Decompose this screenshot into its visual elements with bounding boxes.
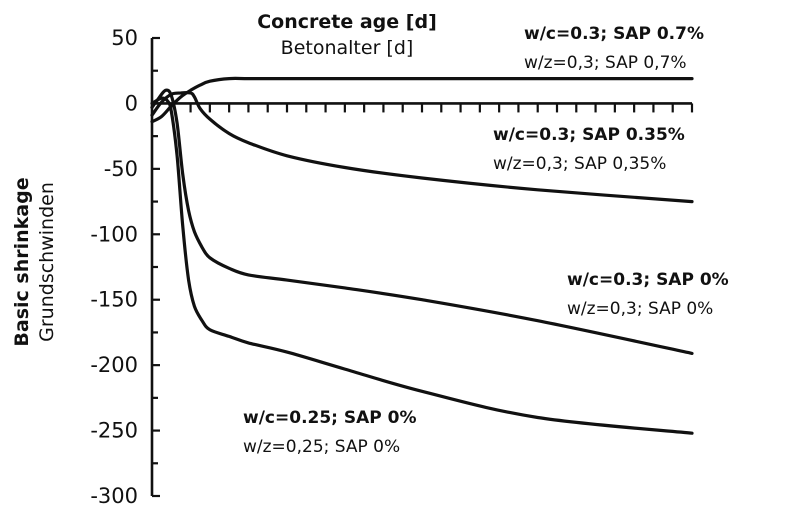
series-label-sap07-de: w/z=0,3; SAP 0,7% xyxy=(524,53,687,73)
series-label-wc025-sap0-en: w/c=0.25; SAP 0% xyxy=(243,408,417,428)
series-line-4 xyxy=(150,96,694,435)
series-lines xyxy=(150,76,694,435)
y-axis-title-en: Basic shrinkage xyxy=(11,177,33,346)
y-tick-label: -200 xyxy=(90,353,138,377)
series-label-sap035-en: w/c=0.3; SAP 0.35% xyxy=(493,125,685,145)
y-tick-label: -300 xyxy=(90,484,138,508)
series-line-1 xyxy=(150,76,694,124)
x-axis-title-de: Betonalter [d] xyxy=(281,37,414,59)
series-label-wc03-sap0-de: w/z=0,3; SAP 0% xyxy=(567,299,713,319)
x-axis-title-en: Concrete age [d] xyxy=(257,11,437,33)
series-label-sap07-en: w/c=0.3; SAP 0.7% xyxy=(524,24,704,44)
y-tick-label: -50 xyxy=(104,157,138,181)
series-label-sap035-de: w/z=0,3; SAP 0,35% xyxy=(493,154,666,174)
y-tick-label: -150 xyxy=(90,288,138,312)
y-tick-label: -250 xyxy=(90,419,138,443)
y-tick-label: 50 xyxy=(111,26,138,50)
series-line-2 xyxy=(150,91,694,204)
y-tick-label: 0 xyxy=(125,91,138,115)
y-tick-label: -100 xyxy=(90,222,138,246)
series-line-3 xyxy=(150,88,694,355)
series-label-wc03-sap0-en: w/c=0.3; SAP 0% xyxy=(567,270,729,290)
y-axis-title-de: Grundschwinden xyxy=(36,182,58,342)
y-ticks: 50 0 -50 -100 -150 -200 -250 -300 xyxy=(90,26,160,508)
x-ticks xyxy=(170,103,694,113)
series-label-wc025-sap0-de: w/z=0,25; SAP 0% xyxy=(243,437,400,457)
